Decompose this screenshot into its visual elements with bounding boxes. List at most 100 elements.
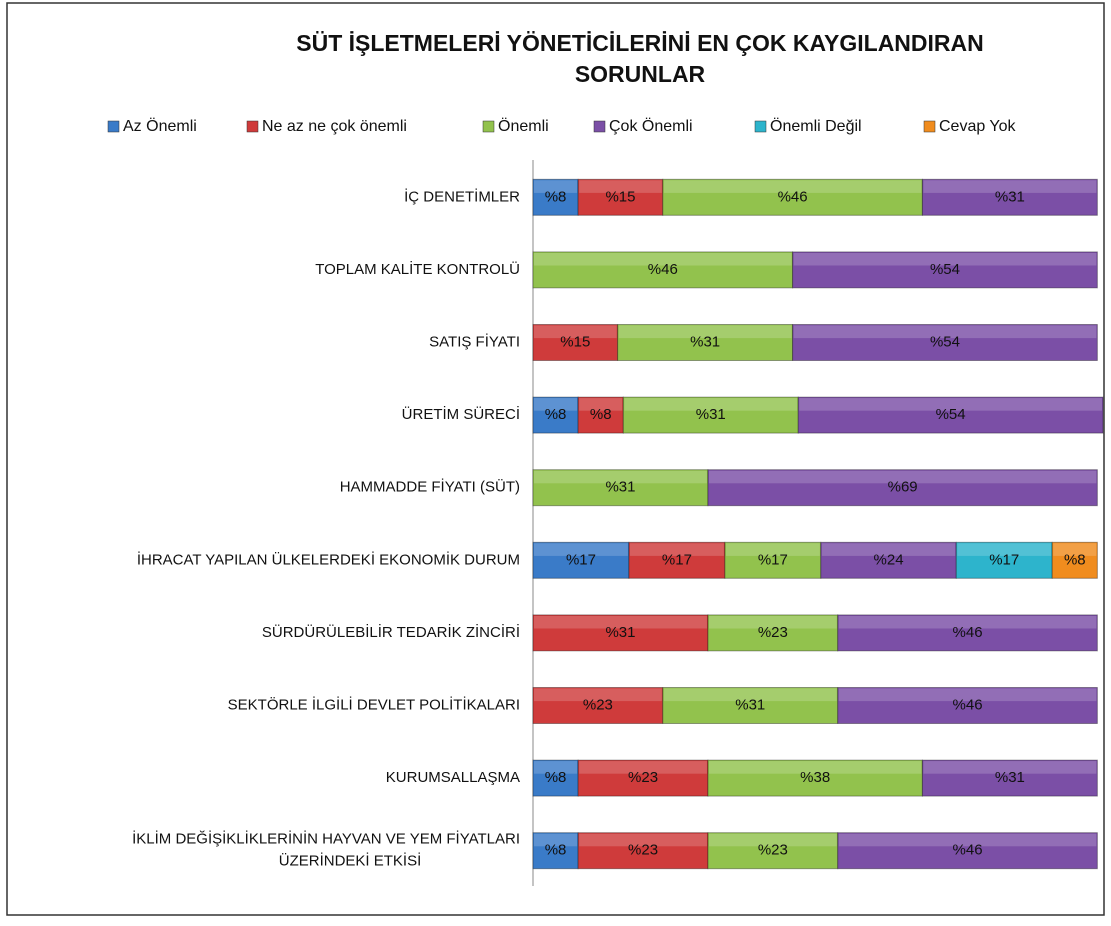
data-label: %17 (566, 551, 596, 568)
legend-swatch (754, 120, 767, 133)
data-label: %54 (936, 406, 966, 423)
data-label: %17 (989, 551, 1019, 568)
legend-label: Cevap Yok (939, 118, 1017, 135)
legend-swatch (923, 120, 936, 133)
bar (792, 251, 1098, 289)
data-label: %23 (583, 696, 613, 713)
y-tick-label: TOPLAM KALİTE KONTROLÜ (315, 260, 520, 278)
data-label: %31 (995, 769, 1025, 786)
bar-highlight (708, 615, 837, 629)
data-label: %15 (605, 188, 635, 205)
bar-highlight (534, 615, 707, 629)
data-label: %15 (560, 333, 590, 350)
data-label: %8 (1064, 551, 1086, 568)
bar-highlight (579, 833, 707, 847)
bar-highlight (1053, 543, 1097, 556)
bar-highlight (725, 543, 820, 556)
y-tick-label: SATIŞ FİYATI (429, 332, 520, 350)
bar-highlight (821, 543, 956, 556)
legend-label: Ne az ne çok önemli (262, 118, 407, 135)
bar (797, 396, 1104, 434)
bar-highlight (708, 833, 837, 847)
bar-highlight (708, 470, 1097, 484)
bar (837, 687, 1098, 724)
legend-swatch (107, 120, 120, 133)
legend-swatch (246, 120, 259, 133)
data-label: %23 (628, 769, 658, 786)
legend-swatch (593, 120, 606, 133)
data-label: %31 (696, 406, 726, 423)
data-label: %8 (545, 842, 567, 859)
data-label: %38 (800, 769, 830, 786)
data-label: %54 (930, 333, 960, 350)
bar (577, 178, 664, 216)
bar (820, 541, 957, 579)
bar-highlight (957, 543, 1052, 556)
bar-highlight (534, 180, 578, 193)
bar (577, 832, 709, 870)
y-tick-label: HAMMADDE FİYATI (SÜT) (340, 478, 520, 496)
bar-highlight (534, 543, 628, 556)
bar-highlight (534, 761, 578, 774)
bar (532, 469, 709, 507)
data-label: %31 (605, 624, 635, 641)
legend-label: Az Önemli (123, 117, 197, 135)
bar (707, 759, 923, 797)
bar-highlight (838, 833, 1097, 847)
bar-highlight (793, 325, 1097, 339)
bar (662, 178, 923, 216)
data-label: %46 (953, 624, 983, 641)
bar (921, 178, 1098, 216)
bar-highlight (923, 180, 1097, 193)
data-label: %46 (648, 261, 678, 278)
bar-highlight (534, 833, 578, 847)
bar-highlight (579, 398, 623, 411)
y-tick-label: İHRACAT YAPILAN ÜLKELERDEKİ EKONOMİK DUR… (137, 550, 520, 568)
bar (707, 614, 839, 652)
bar-highlight (579, 761, 707, 774)
data-label: %23 (758, 842, 788, 859)
bar (724, 541, 822, 579)
data-label: %8 (590, 406, 612, 423)
bar-highlight (923, 761, 1097, 774)
data-label: %31 (690, 333, 720, 350)
chart-title: SÜT İŞLETMELERİ YÖNETİCİLERİNİ EN ÇOK KA… (296, 30, 984, 87)
bar-highlight (534, 688, 662, 702)
data-label: %46 (953, 696, 983, 713)
bar (532, 178, 579, 216)
bar (532, 687, 664, 724)
data-label: %24 (874, 551, 904, 568)
bar (707, 469, 1098, 507)
data-label: %54 (930, 261, 960, 278)
legend-label: Önemli Değil (770, 117, 862, 135)
bar-highlight (793, 252, 1097, 266)
data-label: %31 (735, 696, 765, 713)
y-tick-label: İÇ DENETİMLER (404, 187, 520, 205)
y-tick-label: SÜRDÜRÜLEBİLİR TEDARİK ZİNCİRİ (262, 623, 520, 641)
y-tick-label: İKLİM DEĞİŞİKLİKLERİNİN HAYVAN VE YEM Fİ… (132, 830, 520, 870)
bar (792, 324, 1098, 361)
bar (955, 541, 1053, 579)
data-label: %46 (778, 188, 808, 205)
data-label: %31 (995, 188, 1025, 205)
legend-label: Önemli (498, 117, 549, 135)
bar (532, 832, 579, 870)
bar-highlight (708, 761, 922, 774)
data-label: %31 (605, 479, 635, 496)
bar (622, 396, 799, 434)
data-label: %8 (545, 769, 567, 786)
data-label: %46 (953, 842, 983, 859)
bar-highlight (838, 615, 1097, 629)
y-tick-label: KURUMSALLAŞMA (386, 769, 520, 786)
bar (532, 324, 619, 361)
bar-highlight (663, 180, 922, 193)
bar-highlight (534, 398, 578, 411)
bar (1051, 541, 1098, 579)
bar-highlight (629, 543, 724, 556)
bar (532, 759, 579, 797)
bar-highlight (534, 325, 617, 339)
data-label: %69 (888, 479, 918, 496)
bar-highlight (534, 470, 707, 484)
bar (577, 759, 709, 797)
